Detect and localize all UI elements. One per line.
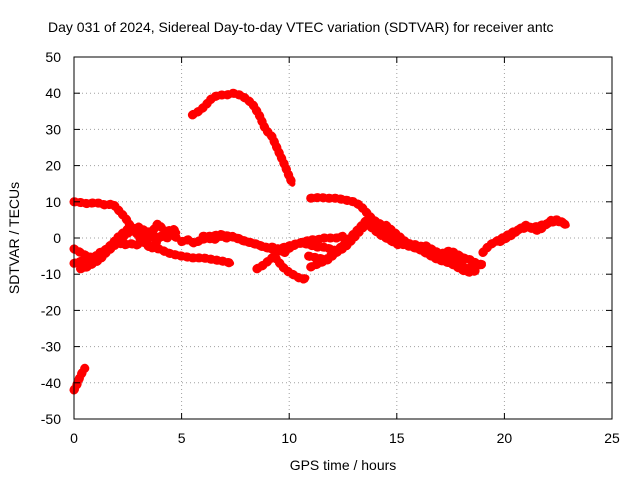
axis-ticks: 0 5 10 15 20 25 -50 -40 -30 -20 -10 0 10 20 30 40 50	[41, 49, 620, 446]
y-tick-label: 50	[45, 49, 61, 65]
series-arc-5-markers	[76, 219, 182, 274]
y-tick-label: -50	[41, 411, 61, 427]
y-tick-label: -10	[41, 266, 61, 282]
y-tick-label: -20	[41, 302, 61, 318]
series-arc-9-markers	[252, 251, 311, 285]
x-tick-label: 15	[389, 430, 405, 446]
x-tick-label: 25	[604, 430, 620, 446]
y-tick-label: -40	[41, 375, 61, 391]
series-arc-1-markers	[69, 363, 90, 395]
series-arc-16-markers	[495, 215, 570, 247]
y-axis-title: SDTVAR / TECUs	[6, 182, 22, 294]
x-tick-label: 10	[281, 430, 297, 446]
series-arc-13-markers	[304, 215, 488, 274]
x-tick-label: 5	[178, 430, 186, 446]
x-tick-label: 20	[497, 430, 513, 446]
series-arc-14-markers	[381, 220, 488, 270]
y-tick-label: 0	[53, 230, 61, 246]
y-tick-label: 10	[45, 194, 61, 210]
series-arc-6-markers	[187, 88, 297, 189]
x-tick-label: 0	[70, 430, 78, 446]
y-tick-label: 20	[45, 158, 61, 174]
chart-title: Day 031 of 2024, Sidereal Day-to-day VTE…	[48, 19, 554, 35]
y-tick-label: 30	[45, 121, 61, 137]
y-tick-label: -30	[41, 339, 61, 355]
y-tick-label: 40	[45, 85, 61, 101]
x-axis-title: GPS time / hours	[290, 457, 397, 473]
data-series	[69, 88, 572, 395]
series-arc-10-markers	[267, 238, 341, 256]
